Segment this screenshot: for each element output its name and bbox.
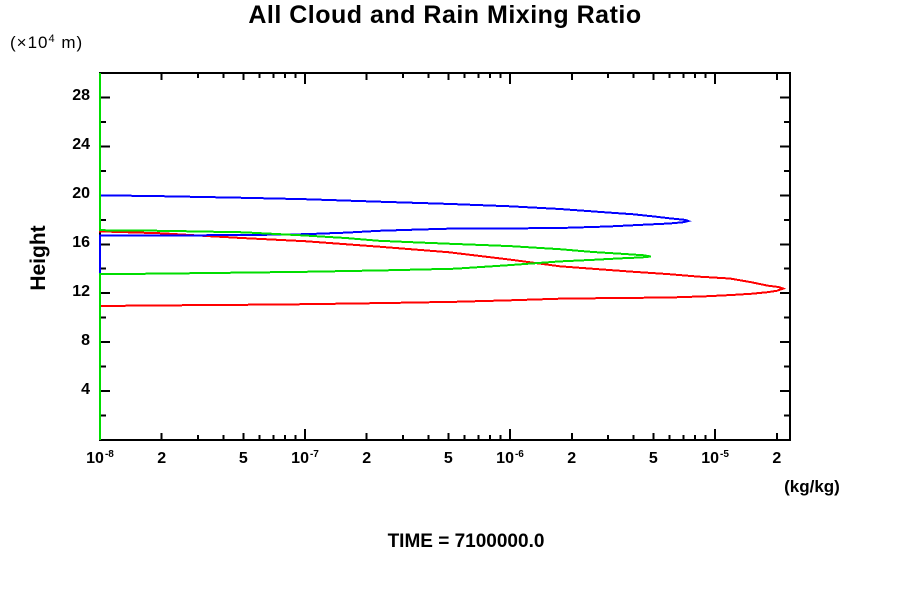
x-tick-label: 2: [567, 450, 576, 468]
y-unit-suffix: m): [55, 33, 84, 52]
y-tick-label: 24: [72, 136, 90, 154]
y-unit-prefix: (×10: [10, 33, 49, 52]
x-axis-unit-label: (kg/kg): [784, 477, 840, 496]
x-tick-label: 5: [444, 450, 453, 468]
y-unit-superscript: 4: [48, 33, 56, 45]
plot-frame: [99, 72, 791, 441]
x-tick-label-base: 10: [291, 450, 309, 467]
y-axis-unit-label: (×104 m): [10, 33, 83, 53]
x-tick-label: 10-7: [291, 449, 319, 468]
y-tick-label: 12: [72, 283, 90, 301]
profile-curve-green-profile: [99, 73, 652, 440]
y-tick-label: 8: [81, 332, 90, 350]
x-tick-label: 10-6: [496, 449, 524, 468]
profile-curve-red-profile: [99, 73, 787, 440]
x-tick-label-base: 2: [362, 450, 372, 467]
x-tick-label: 10-5: [701, 449, 729, 468]
x-tick-label-base: 10: [86, 450, 104, 467]
y-tick-label: 16: [72, 234, 90, 252]
x-tick-label: 5: [239, 450, 248, 468]
x-tick-label-exponent: -5: [720, 449, 729, 460]
x-tick-label: 2: [157, 450, 166, 468]
x-tick-label: 2: [772, 450, 781, 468]
x-tick-label-base: 5: [443, 450, 453, 467]
chart-title: All Cloud and Rain Mixing Ratio: [248, 1, 642, 29]
x-tick-label-exponent: -6: [514, 449, 524, 460]
x-tick-label-base: 5: [648, 450, 658, 467]
x-tick-label: 2: [362, 450, 371, 468]
x-tick-label-base: 2: [567, 450, 577, 467]
y-tick-label: 4: [81, 381, 90, 399]
x-tick-label-base: 2: [157, 450, 167, 467]
x-tick-label-base: 5: [238, 450, 248, 467]
x-tick-label: 10-8: [86, 449, 114, 468]
x-tick-label-exponent: -8: [104, 449, 114, 460]
x-tick-label-base: 10: [496, 450, 514, 467]
y-tick-label: 28: [72, 87, 90, 105]
x-tick-label-base: 10: [701, 450, 720, 467]
x-tick-label-base: 2: [772, 450, 782, 467]
profile-curve-blue-profile: [99, 73, 692, 440]
x-tick-label: 5: [649, 450, 658, 468]
x-tick-label-exponent: -7: [309, 449, 319, 460]
y-tick-label: 20: [72, 185, 90, 203]
time-annotation: TIME = 7100000.0: [387, 531, 545, 552]
